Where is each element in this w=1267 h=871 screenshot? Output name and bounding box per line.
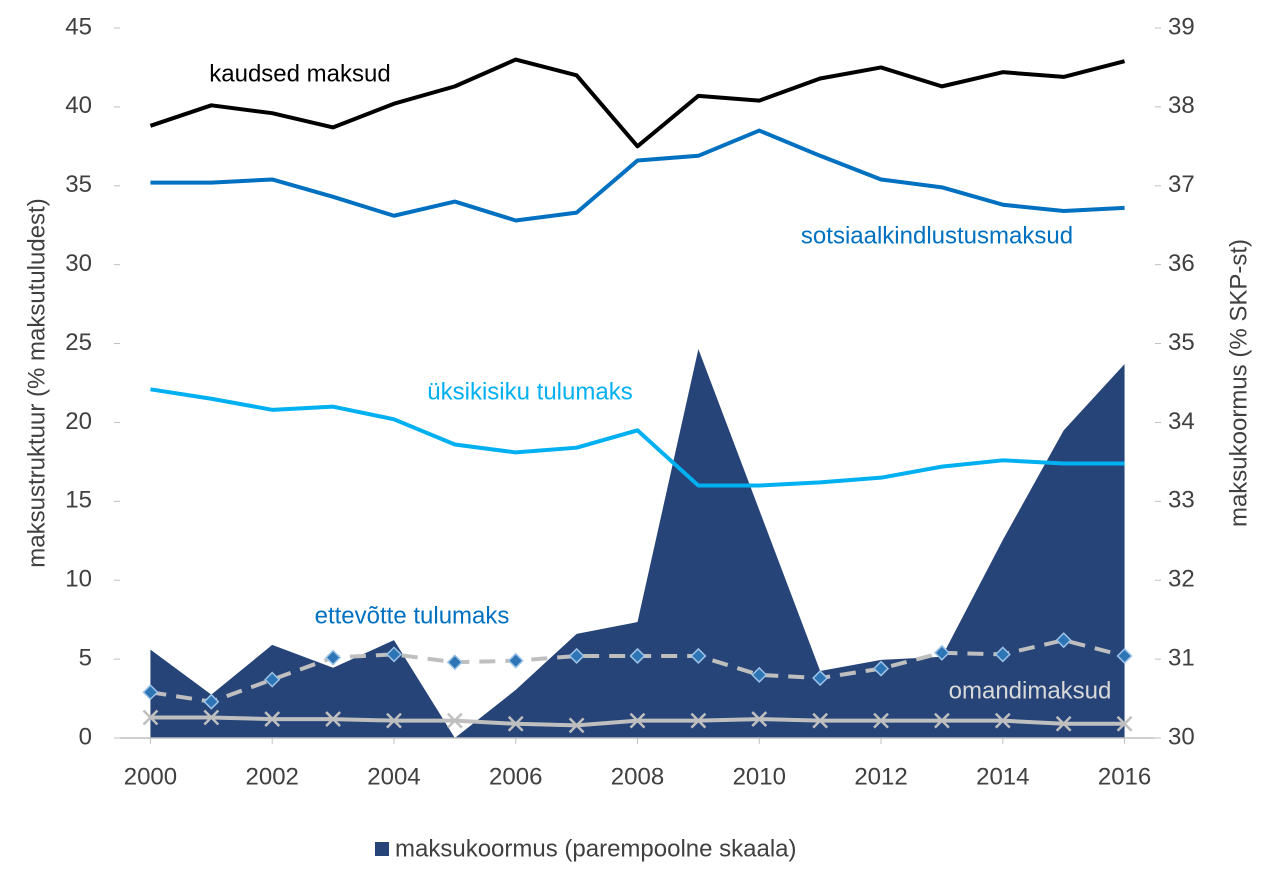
marker bbox=[812, 712, 829, 729]
marker bbox=[446, 654, 463, 671]
y-axis-label: maksustruktuur (% maksutuludest) bbox=[23, 198, 50, 567]
y-tick-label: 30 bbox=[65, 250, 92, 277]
marker bbox=[690, 712, 707, 729]
series-label: omandimaksud bbox=[949, 677, 1112, 704]
marker bbox=[142, 709, 159, 726]
marker bbox=[264, 711, 281, 727]
y2-tick-label: 39 bbox=[1168, 13, 1195, 40]
x-tick-label: 2010 bbox=[733, 763, 786, 790]
series-label: sotsiaalkindlustusmaksud bbox=[801, 222, 1073, 249]
legend-label: maksukoormus (parempoolne skaala) bbox=[395, 835, 797, 862]
x-tick-label: 2000 bbox=[124, 763, 177, 790]
y2-axis-label: maksukoormus (% SKP-st) bbox=[1225, 239, 1252, 527]
series-label: kaudsed maksud bbox=[209, 60, 390, 87]
series-label: üksikisiku tulumaks bbox=[427, 378, 632, 405]
line bbox=[149, 57, 1126, 149]
marker bbox=[812, 669, 829, 687]
y-tick-label: 20 bbox=[65, 408, 92, 435]
y-tick-label: 45 bbox=[65, 13, 92, 40]
x-tick-label: 2006 bbox=[489, 763, 542, 790]
x-tick-label: 2016 bbox=[1098, 763, 1151, 790]
line bbox=[150, 387, 1125, 488]
series-label: ettevõtte tulumaks bbox=[315, 602, 510, 629]
marker bbox=[1055, 632, 1072, 649]
marker bbox=[629, 647, 646, 665]
x-tick-label: 2012 bbox=[854, 763, 907, 790]
y2-tick-label: 38 bbox=[1168, 92, 1195, 119]
line bbox=[150, 128, 1125, 223]
marker bbox=[142, 684, 159, 701]
y2-tick-label: 34 bbox=[1168, 408, 1195, 435]
marker bbox=[568, 647, 585, 665]
y2-tick-label: 32 bbox=[1168, 566, 1195, 593]
y-tick-label: 5 bbox=[79, 644, 92, 671]
marker bbox=[1116, 715, 1133, 732]
legend-swatch bbox=[375, 842, 389, 856]
marker bbox=[873, 712, 889, 729]
y2-tick-label: 33 bbox=[1168, 487, 1195, 514]
x-tick-label: 2004 bbox=[367, 763, 420, 790]
x-tick-label: 2008 bbox=[611, 763, 664, 790]
marker bbox=[446, 712, 463, 729]
marker bbox=[325, 649, 342, 666]
y2-tick-label: 31 bbox=[1168, 644, 1195, 671]
marker bbox=[629, 712, 646, 729]
marker bbox=[507, 715, 524, 732]
marker bbox=[385, 646, 403, 663]
marker bbox=[933, 644, 950, 661]
marker bbox=[994, 712, 1011, 729]
y-tick-label: 25 bbox=[65, 329, 92, 356]
y2-tick-label: 36 bbox=[1168, 250, 1195, 277]
marker bbox=[1116, 647, 1133, 665]
marker bbox=[751, 711, 768, 727]
marker bbox=[507, 652, 524, 669]
marker bbox=[994, 646, 1011, 663]
marker bbox=[690, 647, 707, 665]
y2-tick-label: 30 bbox=[1168, 723, 1195, 750]
marker bbox=[203, 709, 220, 726]
marker bbox=[203, 693, 220, 710]
marker bbox=[1055, 715, 1072, 732]
marker bbox=[934, 712, 950, 729]
y-tick-label: 15 bbox=[65, 487, 92, 514]
y2-tick-label: 35 bbox=[1168, 329, 1195, 356]
marker bbox=[568, 717, 585, 734]
marker bbox=[751, 666, 768, 683]
x-tick-label: 2014 bbox=[976, 763, 1029, 790]
area bbox=[150, 349, 1125, 738]
marker bbox=[386, 712, 402, 729]
x-tick-label: 2002 bbox=[246, 763, 299, 790]
marker bbox=[325, 711, 341, 727]
y-tick-label: 40 bbox=[65, 92, 92, 119]
y-tick-label: 0 bbox=[79, 723, 92, 750]
y-tick-label: 35 bbox=[65, 171, 92, 198]
marker bbox=[872, 660, 890, 677]
marker bbox=[264, 671, 281, 688]
y-tick-label: 10 bbox=[65, 566, 92, 593]
y2-tick-label: 37 bbox=[1168, 171, 1195, 198]
